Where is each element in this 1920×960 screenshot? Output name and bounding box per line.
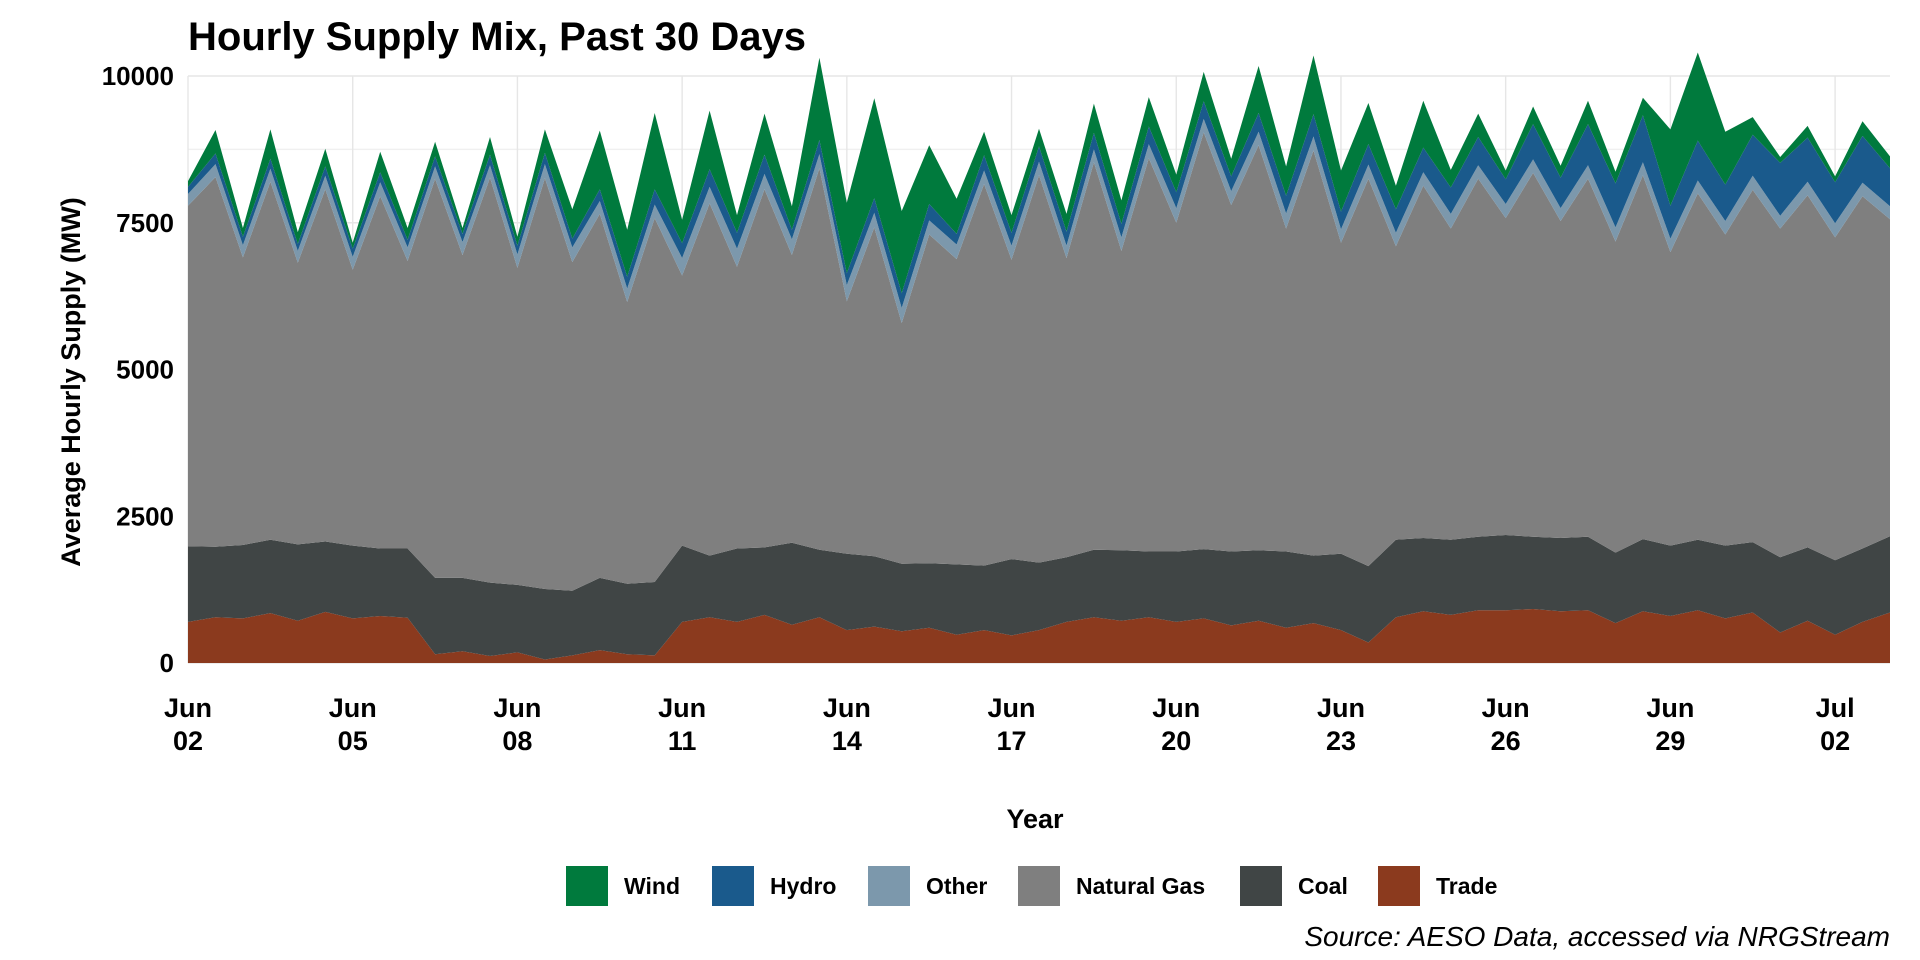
area-trade [188,609,1890,663]
legend: Wind Hydro Other Natural Gas Coal Trade [566,866,1497,906]
legend-label-natural-gas: Natural Gas [1076,873,1205,899]
legend-swatch-natural-gas [1018,866,1060,906]
source-note: Source: AESO Data, accessed via NRGStrea… [1304,921,1890,952]
x-tick-label-day: 14 [832,726,862,756]
x-tick-label-month: Jun [1646,693,1694,723]
legend-swatch-coal [1240,866,1282,906]
legend-swatch-trade [1378,866,1420,906]
x-axis-ticks: Jun02Jun05Jun08Jun11Jun14Jun17Jun20Jun23… [164,693,1855,756]
x-tick-label-month: Jun [329,693,377,723]
x-axis-title: Year [1006,804,1064,834]
x-tick-label-day: 17 [997,726,1027,756]
x-tick-label-month: Jul [1816,693,1855,723]
x-tick-label-month: Jun [988,693,1036,723]
x-tick-label-month: Jun [1482,693,1530,723]
x-tick-label-month: Jun [493,693,541,723]
legend-swatch-other [868,866,910,906]
x-tick-label-day: 26 [1491,726,1521,756]
x-tick-label-day: 05 [338,726,368,756]
x-tick-label-day: 08 [502,726,532,756]
legend-label-trade: Trade [1436,873,1497,899]
x-tick-label-day: 02 [173,726,203,756]
y-axis-ticks: 0 2500 5000 7500 10000 [102,61,174,678]
y-tick-label: 5000 [116,355,174,385]
stacked-areas [188,52,1890,663]
x-tick-label-day: 20 [1161,726,1191,756]
y-tick-label: 7500 [116,208,174,238]
area-natural-gas [188,132,1890,591]
x-tick-label-month: Jun [658,693,706,723]
x-tick-label-day: 23 [1326,726,1356,756]
legend-swatch-wind [566,866,608,906]
y-tick-label: 2500 [116,501,174,531]
area-other [188,118,1890,324]
y-axis-title: Average Hourly Supply (MW) [56,197,86,567]
y-tick-label: 10000 [102,61,174,91]
y-tick-label: 0 [160,648,174,678]
x-tick-label-month: Jun [823,693,871,723]
x-tick-label-day: 02 [1820,726,1850,756]
x-tick-label-month: Jun [1317,693,1365,723]
chart-title: Hourly Supply Mix, Past 30 Days [188,15,806,59]
legend-label-hydro: Hydro [770,873,836,899]
legend-label-other: Other [926,873,987,899]
x-tick-label-month: Jun [1152,693,1200,723]
x-tick-label-day: 29 [1655,726,1685,756]
x-tick-label-month: Jun [164,693,212,723]
legend-label-coal: Coal [1298,873,1348,899]
area-coal [188,535,1890,660]
area-wind [188,52,1890,294]
legend-swatch-hydro [712,866,754,906]
x-tick-label-day: 11 [668,726,697,756]
legend-label-wind: Wind [624,873,680,899]
